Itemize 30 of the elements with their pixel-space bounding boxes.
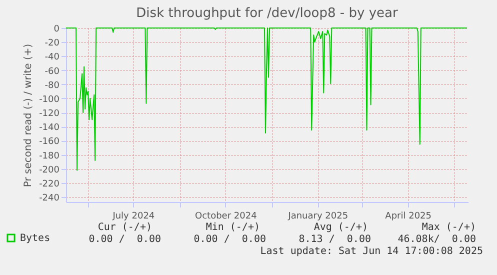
y-tick-label: -200 [39,165,60,176]
y-tick-label: -180 [39,151,60,162]
y-tick-label: -60 [44,66,60,77]
text: 8.13 / 0.00 [298,234,371,245]
y-tick-label: -240 [39,194,60,204]
text: Min (-/+) [206,222,260,233]
line-series [66,28,468,171]
x-tick-label: January 2025 [287,212,348,222]
x-tick-label: July 2024 [112,212,155,222]
text: Avg (-/+) [314,222,368,233]
y-tick-label: -160 [39,137,60,148]
text: 0.00 / 0.00 [88,234,161,245]
text: 0.00 / 0.00 [194,234,266,245]
y-tick-label: -100 [39,94,60,105]
x-tick-label: April 2025 [385,212,432,222]
text: Cur (-/+) [98,222,152,233]
legend-label: Bytes [20,233,50,244]
y-tick-label: 0 [54,24,60,34]
text: 46.08k/ 0.00 [398,234,476,245]
y-tick-label: -140 [39,123,60,134]
chart-title: Disk throughput for /dev/loop8 - by year [136,6,398,21]
y-tick-label: -20 [44,38,60,49]
text: Last update: Sat Jun 14 17:00:08 2025 [260,246,483,257]
y-axis-title: Pr second read (-) / write (+) [23,44,34,188]
y-tick-label: -40 [44,52,60,63]
x-tick-label: October 2024 [195,212,258,222]
y-tick-label: -120 [39,109,60,120]
text: Max (-/+) [422,222,476,233]
y-tick-label: -220 [39,179,60,190]
y-tick-label: -80 [44,80,60,91]
